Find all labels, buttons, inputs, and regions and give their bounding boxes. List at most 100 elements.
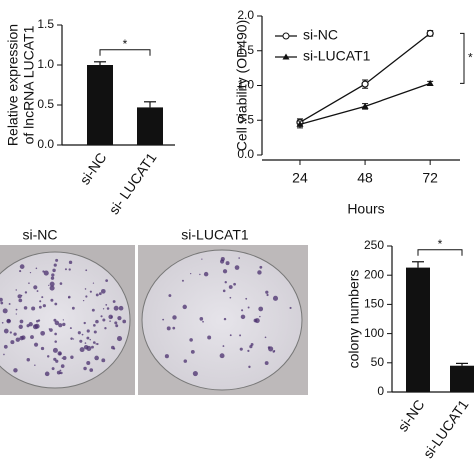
colony-dot bbox=[28, 282, 30, 284]
colony-dot bbox=[43, 270, 49, 276]
y-axis-label: colony numbers bbox=[346, 270, 362, 369]
colony-dot bbox=[19, 264, 25, 269]
colonies bbox=[0, 258, 127, 377]
y-axis-label: Cell viability (OD490) bbox=[234, 20, 250, 151]
colony-dot bbox=[30, 335, 34, 339]
colony-dot bbox=[15, 337, 20, 342]
y-tick-label: 100 bbox=[364, 326, 384, 340]
y-axis-label: Relative expression bbox=[5, 24, 21, 146]
error-bar bbox=[94, 61, 106, 65]
significance-label: * bbox=[438, 237, 443, 251]
colony-dot bbox=[51, 367, 55, 371]
colony-dot bbox=[19, 335, 24, 341]
colony-dot bbox=[58, 352, 62, 356]
colony-dot bbox=[172, 315, 177, 320]
colony-dot bbox=[1, 321, 4, 324]
colony-dot bbox=[86, 361, 91, 366]
colony-dot bbox=[13, 368, 18, 373]
y-tick-label: 150 bbox=[364, 297, 384, 311]
colony-dot bbox=[101, 358, 106, 363]
x-tick-label: 48 bbox=[357, 170, 373, 186]
y-tick-label: 1.0 bbox=[237, 78, 254, 92]
colony-dot bbox=[18, 298, 23, 303]
colony-dot bbox=[85, 295, 88, 298]
colony-dot bbox=[34, 364, 36, 366]
x-tick-label: 72 bbox=[422, 170, 438, 186]
colony-dot bbox=[201, 258, 203, 260]
colony-dot bbox=[61, 357, 63, 359]
y-axis-label: of lncRNA LUCAT1 bbox=[21, 25, 37, 144]
colony-dot bbox=[51, 273, 55, 277]
marker bbox=[361, 102, 369, 109]
colony-dot bbox=[29, 271, 32, 274]
colony-dot bbox=[241, 309, 244, 312]
colony-dot bbox=[58, 323, 63, 328]
colony-dot bbox=[202, 320, 204, 323]
colony-dot bbox=[83, 321, 86, 325]
colony-dot bbox=[272, 350, 275, 353]
colony-dot bbox=[79, 339, 83, 343]
colony-dot bbox=[164, 354, 169, 359]
colony-dot bbox=[102, 318, 106, 322]
colony-dot bbox=[40, 346, 45, 351]
colony-dot bbox=[222, 289, 226, 293]
colony-dot bbox=[106, 307, 110, 310]
colony-dot bbox=[258, 306, 264, 312]
colony-dot bbox=[247, 306, 250, 309]
x-tick-label: si-NC bbox=[76, 150, 109, 188]
colony-dot bbox=[53, 318, 57, 322]
colony-dot bbox=[54, 332, 57, 336]
bar bbox=[137, 107, 163, 145]
colony-dot bbox=[108, 314, 113, 320]
y-tick-label: 1.5 bbox=[37, 17, 54, 31]
colony-dot bbox=[239, 347, 243, 351]
colony-dot bbox=[64, 268, 67, 271]
colony-dot bbox=[46, 355, 50, 358]
colony-dot bbox=[3, 353, 5, 356]
colony-dot bbox=[266, 293, 269, 297]
colony-dot bbox=[113, 347, 116, 350]
colony-dot bbox=[89, 368, 94, 372]
colony-dot bbox=[89, 338, 91, 341]
colony-dot bbox=[240, 314, 246, 320]
colony-dot bbox=[172, 326, 176, 330]
colony-dot bbox=[92, 282, 95, 284]
colony-dot bbox=[113, 305, 119, 311]
x-axis-label: Hours bbox=[347, 201, 384, 217]
colony-dot bbox=[0, 301, 4, 305]
colony-dot bbox=[31, 306, 36, 311]
colony-dot bbox=[259, 265, 263, 269]
colony-dot bbox=[70, 337, 73, 340]
colony-dot bbox=[83, 366, 87, 371]
colony-dot bbox=[85, 269, 88, 272]
colony-dot bbox=[102, 308, 105, 310]
legend-marker bbox=[282, 53, 290, 60]
legend-label: si-LUCAT1 bbox=[303, 48, 371, 64]
colony-dot bbox=[62, 322, 66, 327]
y-tick-label: 50 bbox=[371, 355, 385, 369]
colony-dot bbox=[250, 342, 254, 346]
colony-dot bbox=[49, 285, 55, 291]
photo-label: si-LUCAT1 bbox=[181, 227, 249, 243]
colony-dot bbox=[33, 285, 38, 290]
colony-dot bbox=[98, 292, 102, 296]
colony-dot bbox=[238, 257, 240, 259]
colony-dot bbox=[81, 333, 84, 336]
colony-dot bbox=[259, 315, 261, 318]
colony-dot bbox=[50, 298, 54, 302]
colony-dot bbox=[86, 329, 90, 333]
colony-dot bbox=[166, 326, 171, 331]
colony-dot bbox=[219, 353, 225, 359]
colony-dot bbox=[91, 345, 94, 349]
colony-dot bbox=[52, 268, 56, 273]
marker bbox=[426, 79, 434, 86]
colony-dot bbox=[223, 317, 227, 321]
colony-dot bbox=[72, 338, 75, 340]
colony-dot bbox=[199, 273, 201, 276]
colony-dot bbox=[50, 276, 55, 280]
colony-dot bbox=[229, 334, 232, 337]
colony-dot bbox=[41, 296, 44, 299]
colony-dot bbox=[189, 338, 193, 342]
colony-dot bbox=[26, 357, 30, 362]
